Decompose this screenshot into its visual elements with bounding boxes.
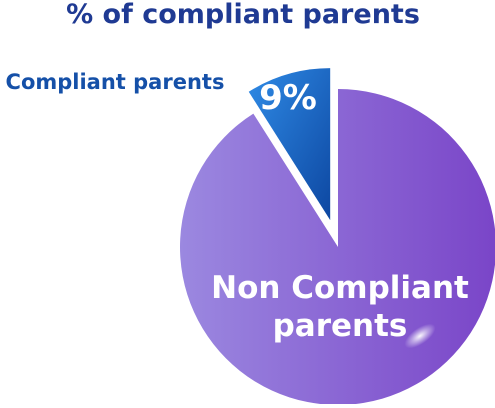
pie-slice-noncompliant xyxy=(180,89,495,405)
slice-label-noncompliant-line2: parents xyxy=(273,308,408,344)
slice-label-noncompliant-line1: Non Compliant xyxy=(211,270,469,306)
slice-label-compliant: Compliant parents xyxy=(6,70,225,94)
data-label-compliant: 9% xyxy=(259,78,317,118)
chart-title: % of compliant parents xyxy=(66,0,420,30)
pie-slice-compliant xyxy=(248,68,331,221)
gloss-highlight xyxy=(404,323,436,349)
